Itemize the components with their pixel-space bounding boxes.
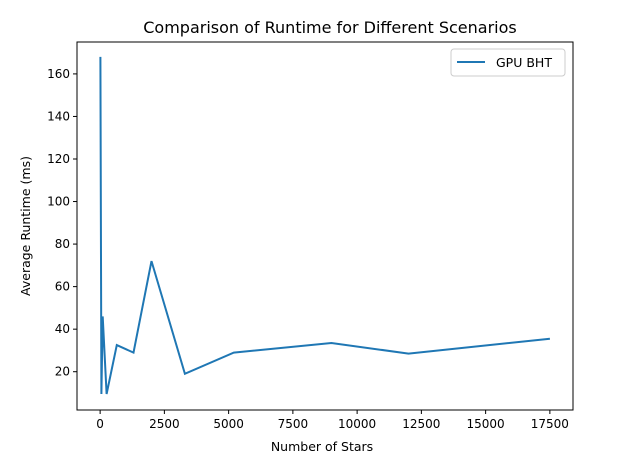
y-tick-label: 140	[47, 109, 70, 123]
y-axis-label: Average Runtime (ms)	[18, 156, 33, 296]
series-layer	[99, 56, 551, 395]
x-tick-label: 2500	[149, 417, 180, 431]
y-tick-label: 40	[55, 322, 70, 336]
x-tick-label: 17500	[531, 417, 569, 431]
y-tick-label: 20	[55, 365, 70, 379]
x-axis: 0 2500 5000 7500 10000 12500 15000 17500	[96, 410, 569, 431]
series-line-gpu-bht	[99, 56, 551, 395]
x-tick-label: 7500	[278, 417, 309, 431]
plot-area	[76, 41, 574, 411]
x-tick-label: 0	[96, 417, 104, 431]
x-tick-label: 15000	[467, 417, 505, 431]
legend-box	[450, 48, 566, 77]
y-axis: 20 40 60 80 100 120 140 160	[47, 67, 77, 379]
y-tick-label: 120	[47, 152, 70, 166]
y-tick-label: 100	[47, 195, 70, 209]
x-tick-label: 5000	[213, 417, 244, 431]
x-tick-label: 12500	[402, 417, 440, 431]
x-tick-label: 10000	[338, 417, 376, 431]
y-tick-label: 60	[55, 280, 70, 294]
legend-label: GPU BHT	[496, 55, 552, 70]
axes-frame	[76, 41, 574, 411]
y-tick-label: 80	[55, 237, 70, 251]
y-tick-label: 160	[47, 67, 70, 81]
x-axis-label: Number of Stars	[271, 439, 373, 454]
chart-title: Comparison of Runtime for Different Scen…	[143, 18, 516, 37]
legend: GPU BHT	[450, 48, 566, 77]
